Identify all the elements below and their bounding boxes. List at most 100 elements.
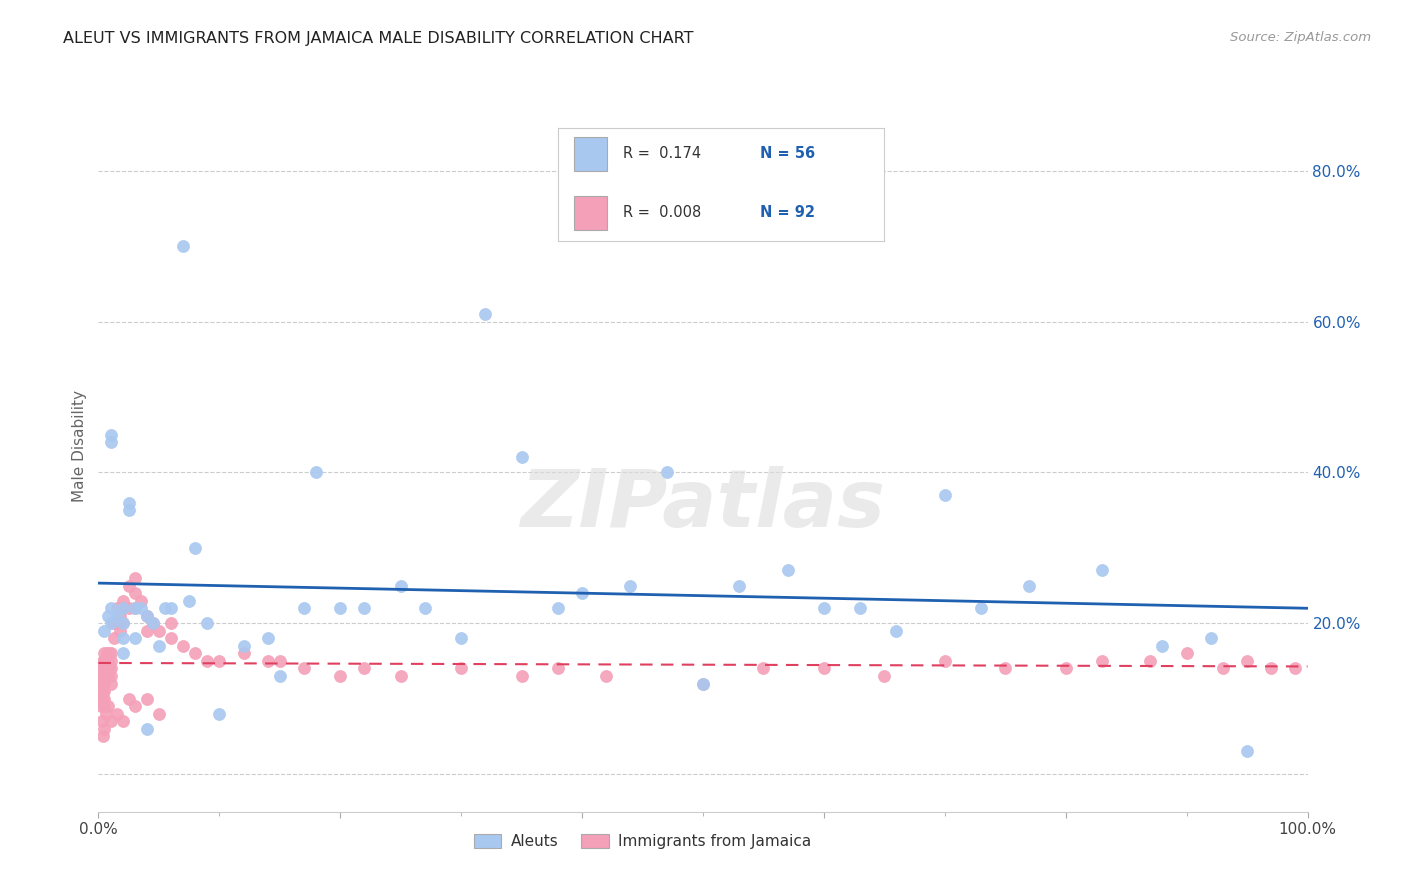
Point	[103, 632, 125, 646]
Point	[100, 654, 122, 668]
Point	[124, 601, 146, 615]
Point	[111, 601, 134, 615]
Point	[1212, 661, 1234, 675]
Point	[93, 624, 115, 638]
Point	[100, 427, 122, 442]
Point	[160, 632, 183, 646]
Point	[269, 654, 291, 668]
Point	[184, 541, 207, 555]
Point	[111, 616, 134, 631]
Point	[100, 661, 122, 675]
Point	[90, 684, 112, 698]
Point	[547, 601, 569, 615]
Point	[118, 503, 141, 517]
Point	[1139, 654, 1161, 668]
Point	[101, 616, 124, 631]
Point	[91, 676, 114, 690]
Point	[94, 669, 117, 683]
Point	[813, 661, 835, 675]
Point	[118, 578, 141, 592]
Point	[179, 593, 201, 607]
Point	[118, 691, 141, 706]
Point	[105, 601, 128, 615]
Point	[124, 699, 146, 714]
Point	[91, 714, 114, 729]
Point	[655, 466, 678, 480]
Point	[93, 699, 115, 714]
Point	[353, 601, 375, 615]
Point	[91, 729, 114, 743]
Point	[292, 661, 315, 675]
Point	[111, 714, 134, 729]
Point	[91, 661, 114, 675]
Point	[93, 676, 115, 690]
Point	[292, 601, 315, 615]
Point	[94, 706, 117, 721]
Point	[1236, 654, 1258, 668]
Point	[124, 632, 146, 646]
Point	[208, 706, 231, 721]
Point	[329, 601, 352, 615]
Point	[776, 563, 799, 577]
Y-axis label: Male Disability: Male Disability	[72, 390, 87, 502]
Point	[1018, 578, 1040, 592]
Point	[752, 661, 775, 675]
Point	[1091, 563, 1114, 577]
Point	[142, 616, 165, 631]
Point	[93, 691, 115, 706]
Point	[1199, 632, 1222, 646]
Point	[129, 601, 152, 615]
Point	[129, 593, 152, 607]
Point	[619, 578, 641, 592]
Point	[208, 654, 231, 668]
Point	[93, 684, 115, 698]
Point	[90, 699, 112, 714]
Point	[232, 646, 254, 660]
Point	[256, 654, 278, 668]
Point	[118, 601, 141, 615]
Point	[813, 601, 835, 615]
Point	[93, 669, 115, 683]
Point	[1260, 661, 1282, 675]
Point	[1054, 661, 1077, 675]
Point	[413, 601, 436, 615]
Point	[142, 616, 165, 631]
Legend: Aleuts, Immigrants from Jamaica: Aleuts, Immigrants from Jamaica	[468, 828, 817, 855]
Point	[305, 466, 328, 480]
Point	[135, 722, 157, 736]
Point	[100, 714, 122, 729]
Point	[148, 624, 170, 638]
Point	[994, 661, 1017, 675]
Point	[172, 239, 194, 253]
Point	[595, 669, 617, 683]
Point	[389, 578, 412, 592]
Point	[873, 669, 896, 683]
Point	[269, 669, 291, 683]
Point	[100, 676, 122, 690]
Point	[124, 601, 146, 615]
Point	[93, 654, 115, 668]
Point	[510, 450, 533, 465]
Point	[970, 601, 993, 615]
Point	[160, 601, 183, 615]
Point	[108, 608, 131, 623]
Point	[111, 632, 134, 646]
Point	[1236, 744, 1258, 758]
Point	[108, 624, 131, 638]
Point	[111, 646, 134, 660]
Point	[510, 669, 533, 683]
Point	[111, 593, 134, 607]
Point	[135, 624, 157, 638]
Point	[1284, 661, 1306, 675]
Point	[91, 691, 114, 706]
Text: ZIPatlas: ZIPatlas	[520, 466, 886, 543]
Point	[105, 616, 128, 631]
Point	[97, 608, 120, 623]
Point	[135, 608, 157, 623]
Point	[96, 646, 118, 660]
Point	[172, 639, 194, 653]
Point	[91, 654, 114, 668]
Point	[728, 578, 751, 592]
Point	[93, 722, 115, 736]
Point	[148, 706, 170, 721]
